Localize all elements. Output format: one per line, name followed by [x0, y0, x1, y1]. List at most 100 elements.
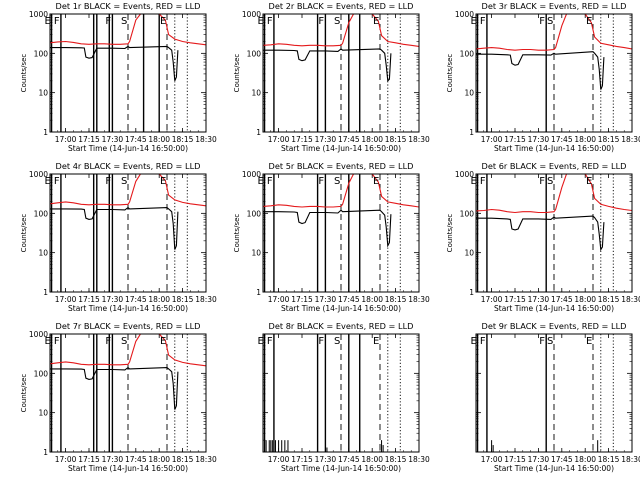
y-tick-label: 1000 [29, 10, 48, 19]
event-marker-label: F [54, 16, 60, 27]
lld-series-line [50, 334, 206, 367]
x-tick-label: 17:15 [78, 455, 100, 464]
event-marker-label: E [471, 16, 477, 27]
event-marker-label: E [45, 336, 51, 347]
y-tick-label: 100 [34, 209, 49, 218]
events-series-line [476, 215, 605, 252]
x-tick-label: 17:15 [291, 455, 313, 464]
x-tick-label: 17:30 [315, 295, 337, 304]
plot-area [263, 174, 419, 292]
y-tick-label: 1000 [29, 330, 48, 339]
x-tick-label: 18:30 [408, 135, 430, 144]
event-marker-label: F [105, 176, 111, 187]
event-marker-label: F [480, 16, 486, 27]
x-tick-label: 18:15 [598, 135, 620, 144]
event-marker-label: E [258, 176, 264, 187]
x-tick-label: 18:30 [195, 455, 217, 464]
x-tick-label: 18:15 [385, 455, 407, 464]
chart-panel: Det 2r BLACK = Events, RED = LLD 1 10 100 10… [233, 1, 430, 153]
event-marker-label: E [471, 176, 477, 187]
y-axis-label: Counts/sec [233, 54, 241, 93]
event-marker-label: E [586, 16, 592, 27]
x-tick-label: 17:00 [55, 455, 77, 464]
chart-panel: Det 5r BLACK = Events, RED = LLD 1 10 100 10… [233, 161, 430, 313]
x-tick-label: 17:45 [338, 455, 360, 464]
event-marker-label: E [258, 16, 264, 27]
x-tick-label: 17:45 [551, 295, 573, 304]
event-marker-label: S [547, 16, 553, 27]
x-tick-label: 17:15 [504, 295, 526, 304]
chart-panel: Det 6r BLACK = Events, RED = LLD 1 10 100 10… [446, 161, 640, 313]
event-marker-label: F [318, 336, 324, 347]
event-marker-label: F [105, 336, 111, 347]
x-tick-label: 18:00 [361, 295, 383, 304]
event-marker-label: E [586, 336, 592, 347]
event-marker-label: S [334, 176, 340, 187]
x-tick-label: 18:30 [408, 455, 430, 464]
x-tick-label: 18:30 [195, 295, 217, 304]
x-tick-label: 18:15 [385, 135, 407, 144]
x-tick-label: 18:00 [148, 455, 170, 464]
event-marker-label: S [121, 336, 127, 347]
plot-frame [262, 173, 420, 293]
events-series-line [50, 366, 179, 410]
x-tick-label: 17:30 [315, 455, 337, 464]
y-tick-label: 100 [34, 49, 49, 58]
event-marker-label: E [45, 16, 51, 27]
events-series-line [263, 48, 392, 83]
lld-series-line [476, 14, 632, 51]
event-marker-label: E [160, 16, 166, 27]
event-marker-label: F [318, 16, 324, 27]
event-marker-label: F [539, 16, 545, 27]
chart-title: Det 9r BLACK = Events, RED = LLD [482, 321, 627, 331]
lld-series-line [263, 14, 419, 47]
event-marker-label: E [258, 336, 264, 347]
x-tick-label: 17:15 [78, 135, 100, 144]
x-tick-label: 17:15 [504, 455, 526, 464]
y-tick-label: 100 [460, 49, 475, 58]
x-tick-label: 17:45 [338, 135, 360, 144]
x-tick-label: 18:30 [408, 295, 430, 304]
event-marker-label: E [160, 336, 166, 347]
event-marker-label: S [121, 16, 127, 27]
x-tick-label: 17:00 [268, 295, 290, 304]
lld-series-line [50, 174, 206, 207]
x-tick-label: 17:30 [315, 135, 337, 144]
y-tick-label: 1 [43, 128, 48, 137]
x-axis-label: Start Time (14-Jun-14 16:50:00) [68, 144, 188, 153]
y-tick-label: 1 [43, 288, 48, 297]
chart-panel: Det 4r BLACK = Events, RED = LLD 1 10 100 10… [20, 161, 217, 313]
plot-area [50, 14, 206, 132]
x-tick-label: 18:15 [598, 455, 620, 464]
x-tick-label: 17:00 [268, 455, 290, 464]
plot-frame [262, 333, 420, 453]
y-tick-label: 1 [469, 128, 474, 137]
event-marker-label: S [547, 176, 553, 187]
x-tick-label: 17:30 [528, 295, 550, 304]
plot-frame [475, 333, 633, 453]
x-tick-label: 17:45 [551, 135, 573, 144]
y-tick-label: 10 [251, 249, 261, 258]
x-tick-label: 18:30 [621, 135, 640, 144]
event-marker-label: F [267, 16, 273, 27]
event-marker-label: F [54, 176, 60, 187]
y-tick-label: 1 [256, 128, 261, 137]
y-tick-label: 100 [460, 209, 475, 218]
event-marker-label: F [54, 336, 60, 347]
x-axis-label: Start Time (14-Jun-14 16:50:00) [494, 304, 614, 313]
chart-title: Det 5r BLACK = Events, RED = LLD [269, 161, 414, 171]
x-tick-label: 17:30 [102, 135, 124, 144]
event-marker-label: E [373, 336, 379, 347]
x-tick-label: 18:00 [361, 455, 383, 464]
event-marker-label: S [334, 16, 340, 27]
y-tick-label: 10 [464, 89, 474, 98]
x-tick-label: 18:00 [574, 135, 596, 144]
x-axis-label: Start Time (14-Jun-14 16:50:00) [68, 304, 188, 313]
y-tick-label: 1 [469, 288, 474, 297]
y-tick-label: 10 [38, 249, 48, 258]
plot-area [263, 14, 419, 132]
x-tick-label: 17:45 [125, 295, 147, 304]
y-tick-label: 1000 [242, 170, 261, 179]
x-tick-label: 17:45 [338, 295, 360, 304]
